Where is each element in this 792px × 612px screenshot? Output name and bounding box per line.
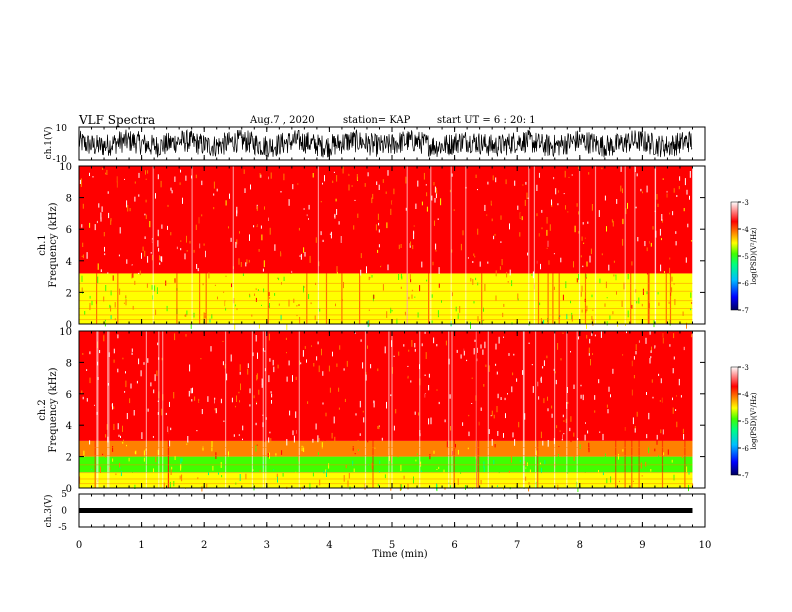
ch1-ylabel: ch.1(V) bbox=[43, 127, 54, 160]
ch3-waveform-trace bbox=[79, 508, 693, 513]
colorbar-tick-label: -7 bbox=[742, 472, 749, 480]
x-axis-label: Time (min) bbox=[372, 549, 427, 560]
spectrogram-texture bbox=[79, 166, 694, 330]
colorbar-tick-label: -6 bbox=[742, 280, 749, 288]
ch1-ytick-neg10: -10 bbox=[53, 155, 68, 165]
x-tick-label: 8 bbox=[577, 540, 583, 551]
ch1-waveform-panel: 10 -10 ch.1(V) bbox=[43, 124, 706, 165]
x-tick-label: 1 bbox=[138, 540, 144, 551]
y-tick-label: 6 bbox=[66, 225, 72, 236]
y-tick-label: 8 bbox=[66, 194, 72, 205]
station-label: station= KAP bbox=[343, 115, 411, 126]
x-tick-label: 0 bbox=[76, 540, 82, 551]
y-tick-label: 10 bbox=[59, 327, 72, 338]
colorbar-tick-label: -6 bbox=[742, 445, 749, 453]
start-time-label: start UT = 6 : 20: 1 bbox=[437, 115, 536, 126]
y-tick-label: 0 bbox=[66, 484, 72, 495]
ch3-ytick: 5 bbox=[61, 490, 67, 500]
y-tick-label: 8 bbox=[66, 358, 72, 369]
y-tick-label: 10 bbox=[59, 162, 72, 173]
spectrogram-band-3 bbox=[79, 331, 693, 441]
ch3-waveform-panel: 5 0 -5 ch.3(V) bbox=[43, 490, 706, 533]
colorbar-tick-label: -4 bbox=[742, 226, 749, 234]
x-tick-label: 9 bbox=[639, 540, 645, 551]
x-tick-label: 3 bbox=[264, 540, 270, 551]
colorbar-tick-label: -5 bbox=[742, 418, 749, 426]
colorbar-tick-label: -3 bbox=[742, 364, 749, 372]
colorbar-tick-label: -3 bbox=[742, 199, 749, 207]
ch1-waveform-line bbox=[78, 129, 693, 158]
y-tick-label: 2 bbox=[66, 288, 72, 299]
colorbar-label: log(PSD)(V²/Hz) bbox=[750, 392, 758, 449]
ch3-ytick: 0 bbox=[61, 507, 67, 517]
colorbar-tick-label: -4 bbox=[742, 391, 749, 399]
ch2-spectrogram-ylabel: Frequency (kHz) bbox=[48, 367, 59, 452]
ch1-spectrogram-panel: 0 2 4 6 8 10 ch.1 Frequency (kHz) bbox=[37, 162, 706, 331]
colorbar-tick-label: -7 bbox=[742, 307, 749, 315]
ch3-ytick: -5 bbox=[58, 523, 67, 533]
y-tick-label: 0 bbox=[66, 320, 72, 331]
ch1-ytick-10: 10 bbox=[56, 124, 68, 134]
figure-title: VLF Spectra bbox=[79, 113, 156, 127]
spectrogram-band-2 bbox=[79, 440, 693, 457]
ch2-spectrogram-ylabel-top: ch.2 bbox=[37, 399, 48, 421]
y-tick-label: 2 bbox=[66, 453, 72, 464]
y-tick-label: 4 bbox=[66, 257, 72, 268]
colorbar-gradient bbox=[730, 366, 739, 476]
spectrogram-texture bbox=[79, 331, 694, 492]
ch1-spectrogram-ylabel-top: ch.1 bbox=[37, 234, 48, 256]
x-tick-label: 7 bbox=[514, 540, 520, 551]
ch3-ylabel: ch.3(V) bbox=[43, 495, 54, 528]
x-tick-label: 2 bbox=[201, 540, 207, 551]
ch1-colorbar: -3 -4 -5 -6 -7 log(PSD)(V²/Hz) bbox=[730, 199, 758, 315]
ch2-colorbar: -3 -4 -5 -6 -7 log(PSD)(V²/Hz) bbox=[730, 364, 758, 480]
x-tick-label: 5 bbox=[389, 540, 395, 551]
date-label: Aug.7 , 2020 bbox=[250, 115, 315, 126]
x-tick-label: 10 bbox=[699, 540, 712, 551]
colorbar-gradient bbox=[730, 201, 739, 311]
ch2-spectrogram-panel: 0 2 4 6 8 10 ch.2 Frequency (kHz) bbox=[37, 327, 706, 495]
y-tick-label: 4 bbox=[66, 421, 72, 432]
ch1-spectrogram-ylabel: Frequency (kHz) bbox=[48, 202, 59, 287]
x-tick-label: 6 bbox=[451, 540, 457, 551]
colorbar-tick-label: -5 bbox=[742, 253, 749, 261]
x-tick-label: 4 bbox=[326, 540, 332, 551]
spectrogram-band-2 bbox=[79, 166, 693, 274]
y-tick-label: 6 bbox=[66, 390, 72, 401]
spectrogram-band-1 bbox=[79, 273, 693, 306]
colorbar-label: log(PSD)(V²/Hz) bbox=[750, 227, 758, 284]
